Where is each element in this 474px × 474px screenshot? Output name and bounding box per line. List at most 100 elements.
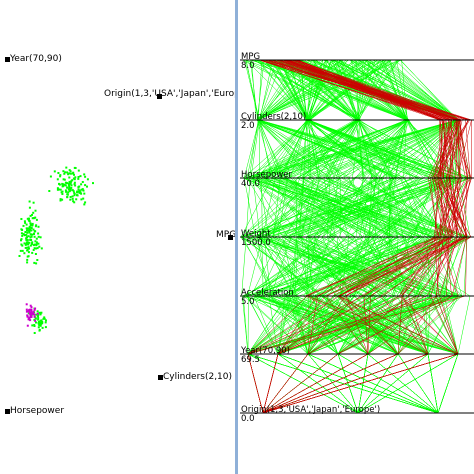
scatter-point: [35, 247, 37, 250]
scatter-point: [23, 242, 26, 245]
scatter-point: [34, 307, 37, 310]
panel-divider[interactable]: [235, 0, 238, 474]
scatter-point: [26, 217, 29, 220]
scatter-point: [67, 191, 70, 194]
anchor-label-horsepower: Horsepower: [10, 406, 65, 416]
scatter-point: [77, 169, 80, 172]
scatter-point: [37, 225, 40, 228]
scatter-point: [45, 319, 47, 322]
anchor-cylinders[interactable]: Cylinders(2,10): [158, 372, 232, 383]
scatter-point: [73, 193, 76, 195]
scatter-point: [29, 304, 32, 307]
anchor-marker[interactable]: [5, 408, 10, 414]
scatter-point: [35, 241, 38, 244]
scatter-point: [31, 241, 34, 244]
scatter-point: [30, 310, 33, 313]
scatter-point: [68, 176, 71, 179]
scatter-point: [38, 245, 41, 248]
scatter-point: [71, 197, 74, 200]
parallel-coordinates-panel[interactable]: MPG 8.0 Cylinders(2,10) 2.0 Horsepower 40.0 We…: [238, 0, 474, 474]
scatter-point: [59, 198, 62, 201]
scatter-point: [26, 236, 28, 239]
anchor-mpg-marker[interactable]: [228, 235, 233, 240]
scatter-point: [62, 170, 65, 173]
scatter-point: [73, 181, 76, 184]
scatter-point: [39, 319, 42, 322]
scatter-point: [21, 234, 24, 237]
scatter-point: [40, 319, 43, 322]
scatter-point: [28, 228, 31, 231]
scatter-point: [34, 317, 37, 320]
scatter-point: [22, 233, 25, 236]
anchor-marker[interactable]: [5, 56, 10, 62]
scatter-point: [28, 217, 30, 220]
scatter-point: [39, 323, 42, 326]
scatter-point: [28, 206, 31, 209]
scatter-point: [32, 312, 35, 315]
anchor-year[interactable]: Year(70,90): [5, 54, 62, 65]
scatter-point: [38, 329, 41, 332]
anchor-origin[interactable]: Origin(1,3,'USA','Japan','Europe'): [104, 89, 251, 100]
scatter-point: [75, 198, 78, 201]
scatter-point: [30, 227, 33, 229]
axis-min-label: 0.0: [241, 414, 255, 424]
radviz-scatter-panel[interactable]: Year(70,90) Origin(1,3,'USA','Japan','Eu…: [0, 0, 251, 474]
scatter-point: [30, 316, 33, 318]
scatter-point: [20, 239, 22, 242]
axis-6[interactable]: Origin(1,3,'USA','Japan','Europe')0.0: [240, 405, 474, 424]
scatter-point: [72, 190, 75, 193]
scatter-point: [29, 222, 32, 225]
scatter-point: [36, 259, 39, 261]
axis-5[interactable]: Year(70,90)69.5: [240, 346, 474, 365]
scatter-point: [31, 324, 34, 327]
scatter-point: [56, 178, 59, 181]
scatter-point: [63, 172, 66, 175]
scatter-point: [35, 321, 37, 324]
scatter-point: [66, 196, 69, 199]
axis-name-label: Cylinders(2,10): [241, 112, 306, 122]
scatter-point: [80, 183, 83, 186]
axis-1[interactable]: Cylinders(2,10)2.0: [240, 112, 474, 131]
scatter-point: [78, 189, 81, 192]
scatter-point: [63, 178, 66, 181]
scatter-point: [79, 191, 82, 194]
scatter-point: [26, 258, 29, 261]
anchor-origin-marker[interactable]: [157, 94, 162, 99]
scatter-point: [32, 211, 35, 214]
scatter-point: [66, 171, 69, 174]
scatter-point: [32, 201, 35, 204]
scatter-point: [80, 192, 83, 195]
scatter-point: [19, 249, 22, 252]
scatter-point: [66, 193, 69, 196]
scatter-point: [28, 219, 31, 222]
scatter-point: [58, 188, 61, 191]
anchor-mpg[interactable]: MPG: [216, 230, 236, 241]
scatter-point: [36, 247, 39, 250]
scatter-point: [29, 233, 32, 236]
scatter-point: [24, 231, 27, 233]
scatter-point: [31, 213, 33, 216]
scatter-point: [26, 324, 29, 327]
anchor-horsepower[interactable]: Horsepower: [5, 406, 64, 417]
scatter-point: [62, 183, 64, 186]
axis-min-label: 8.0: [241, 61, 255, 71]
anchor-marker[interactable]: [158, 374, 163, 380]
scatter-point: [33, 308, 36, 311]
scatter-point: [35, 313, 38, 316]
scatter-point: [33, 247, 36, 250]
scatter-point: [20, 232, 23, 235]
scatter-point: [62, 178, 65, 181]
scatter-point: [64, 171, 67, 174]
scatter-point: [68, 186, 71, 189]
scatter-point: [35, 262, 38, 265]
scatter-point: [84, 175, 87, 178]
scatter-point: [86, 178, 89, 181]
scatter-point: [64, 184, 67, 187]
scatter-point: [33, 324, 36, 326]
scatter-point: [66, 182, 68, 185]
scatter-point: [32, 228, 35, 231]
